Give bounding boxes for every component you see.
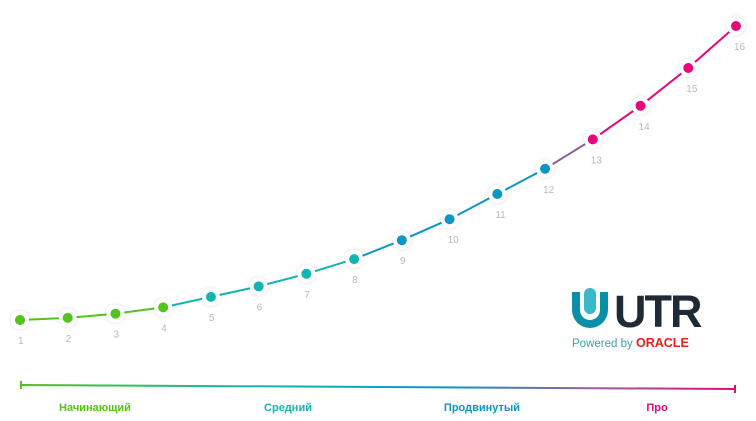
curve-segment-13-14 bbox=[591, 104, 642, 141]
curve-segment-12-13 bbox=[544, 138, 594, 170]
data-point-14 bbox=[635, 100, 646, 111]
data-point-4 bbox=[158, 302, 169, 313]
point-label-4: 4 bbox=[161, 323, 167, 334]
utr-oracle-logo: UTR Powered by ORACLE bbox=[568, 284, 728, 354]
point-label-9: 9 bbox=[400, 256, 406, 267]
data-point-7 bbox=[301, 268, 312, 279]
data-point-9 bbox=[396, 235, 407, 246]
level-label-2: Средний bbox=[264, 402, 312, 414]
progression-curve bbox=[19, 25, 737, 321]
data-point-5 bbox=[205, 291, 216, 302]
curve-segment-15-16 bbox=[687, 25, 737, 69]
data-point-1 bbox=[15, 315, 25, 325]
utr-logo-text: UTR bbox=[614, 286, 702, 337]
point-label-16: 16 bbox=[734, 42, 746, 53]
level-labels: Начинающий Средний Продвинутый Про bbox=[59, 402, 668, 414]
data-point-16 bbox=[731, 21, 741, 31]
point-label-2: 2 bbox=[66, 334, 72, 345]
point-label-8: 8 bbox=[352, 275, 358, 286]
data-point-2 bbox=[62, 312, 73, 323]
point-label-11: 11 bbox=[495, 210, 506, 221]
point-label-1: 1 bbox=[18, 336, 24, 347]
data-point-8 bbox=[349, 254, 360, 265]
logo-tagline: Powered by bbox=[572, 338, 633, 350]
data-point-15 bbox=[683, 63, 694, 73]
level-label-1: Начинающий bbox=[59, 402, 131, 414]
data-point-13 bbox=[587, 134, 598, 145]
point-label-15: 15 bbox=[686, 84, 698, 95]
point-label-13: 13 bbox=[591, 155, 603, 166]
level-axis-line bbox=[19, 384, 737, 390]
data-point-3 bbox=[110, 308, 121, 319]
data-point-12 bbox=[540, 163, 551, 174]
point-label-12: 12 bbox=[543, 185, 555, 196]
point-label-6: 6 bbox=[257, 302, 263, 313]
point-label-5: 5 bbox=[209, 313, 215, 324]
point-label-7: 7 bbox=[304, 290, 310, 301]
logo-brand: ORACLE bbox=[636, 336, 689, 350]
utr-mark-icon bbox=[572, 288, 608, 328]
data-point-6 bbox=[253, 281, 264, 292]
point-label-3: 3 bbox=[113, 330, 119, 341]
data-point-11 bbox=[492, 189, 503, 199]
level-axis bbox=[19, 381, 737, 393]
data-point-10 bbox=[444, 214, 455, 225]
level-label-3: Продвинутый bbox=[444, 402, 520, 414]
level-label-4: Про bbox=[646, 402, 668, 414]
curve-segment-14-15 bbox=[639, 67, 690, 107]
point-label-10: 10 bbox=[448, 235, 460, 246]
point-label-14: 14 bbox=[639, 122, 651, 133]
